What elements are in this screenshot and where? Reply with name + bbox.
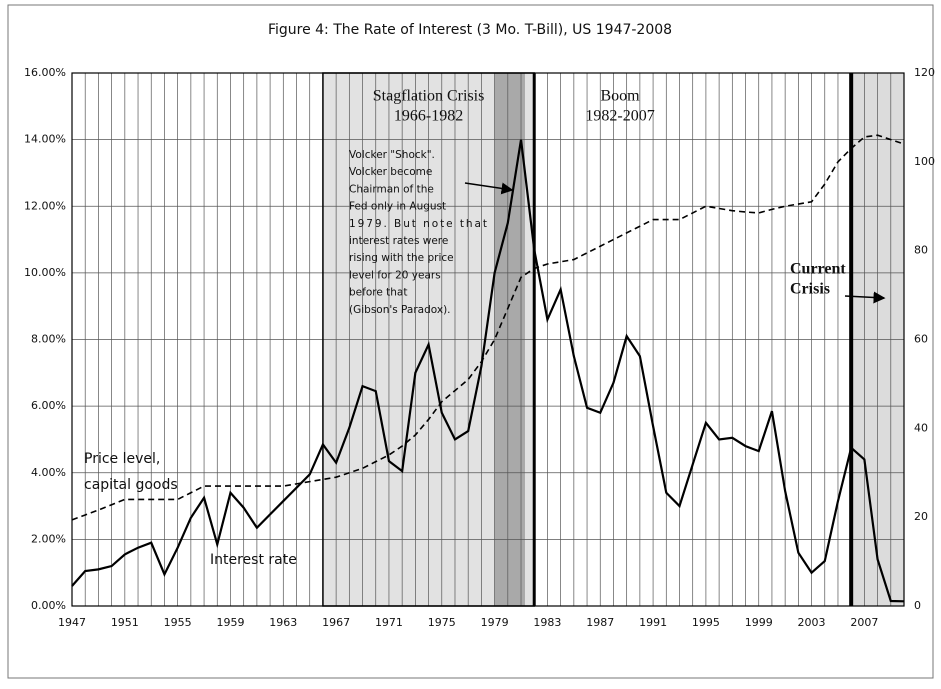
region-label: Current xyxy=(790,261,846,278)
y2-tick-label: 120 xyxy=(914,66,935,79)
x-tick-label: 1975 xyxy=(428,616,456,629)
region-label: Stagflation Crisis xyxy=(373,88,485,105)
x-tick-label: 1987 xyxy=(586,616,614,629)
y2-tick-label: 40 xyxy=(914,421,928,434)
x-tick-label: 1951 xyxy=(111,616,139,629)
y-tick-label: 6.00% xyxy=(31,399,66,412)
y-tick-label: 8.00% xyxy=(31,333,66,346)
arrow xyxy=(844,291,886,304)
annotation: Fed only in August xyxy=(349,201,446,213)
series-label: Price level, xyxy=(84,451,160,467)
annotation: Chairman of the xyxy=(349,183,434,195)
series-line xyxy=(71,139,905,603)
x-tick-label: 1947 xyxy=(58,616,86,629)
x-tick-label: 1955 xyxy=(164,616,192,629)
y-tick-label: 10.00% xyxy=(24,266,66,279)
x-tick-label: 1983 xyxy=(533,616,561,629)
annotation: 1979. But note that xyxy=(349,218,487,230)
series-line xyxy=(71,134,905,521)
region-label: Boom xyxy=(601,88,641,105)
y-tick-label: 16.00% xyxy=(24,66,66,79)
x-tick-label: 2007 xyxy=(850,616,878,629)
x-tick-label: 1979 xyxy=(481,616,509,629)
x-tick-label: 1971 xyxy=(375,616,403,629)
y-tick-label: 2.00% xyxy=(31,532,66,545)
annotation: rising with the price xyxy=(349,252,454,264)
y2-tick-label: 60 xyxy=(914,333,928,346)
x-tick-label: 2003 xyxy=(798,616,826,629)
y2-tick-label: 80 xyxy=(914,244,928,257)
annotation: level for 20 years xyxy=(349,269,441,281)
y2-tick-label: 0 xyxy=(914,599,921,612)
series-label: capital goods xyxy=(84,477,178,493)
chart-title: Figure 4: The Rate of Interest (3 Mo. T-… xyxy=(268,22,672,38)
y-tick-label: 12.00% xyxy=(24,199,66,212)
y-tick-label: 4.00% xyxy=(31,466,66,479)
x-tick-label: 1995 xyxy=(692,616,720,629)
series-label: Interest rate xyxy=(210,552,297,568)
annotation: (Gibson's Paradox). xyxy=(349,304,451,316)
arrow xyxy=(464,182,514,195)
annotation: Volcker become xyxy=(349,166,432,178)
x-tick-label: 1991 xyxy=(639,616,667,629)
y-tick-label: 14.00% xyxy=(24,133,66,146)
x-tick-label: 1967 xyxy=(322,616,350,629)
region-label: 1982-2007 xyxy=(585,108,654,125)
y2-tick-label: 100 xyxy=(914,155,935,168)
annotation: before that xyxy=(349,287,407,299)
y-tick-label: 0.00% xyxy=(31,599,66,612)
annotation: Volcker "Shock". xyxy=(349,149,435,161)
x-tick-label: 1999 xyxy=(745,616,773,629)
x-tick-label: 1959 xyxy=(216,616,244,629)
region-label: 1966-1982 xyxy=(394,108,463,125)
annotation: interest rates were xyxy=(349,235,448,247)
x-tick-label: 1963 xyxy=(269,616,297,629)
y2-tick-label: 20 xyxy=(914,510,928,523)
region-label: Crisis xyxy=(790,281,830,298)
